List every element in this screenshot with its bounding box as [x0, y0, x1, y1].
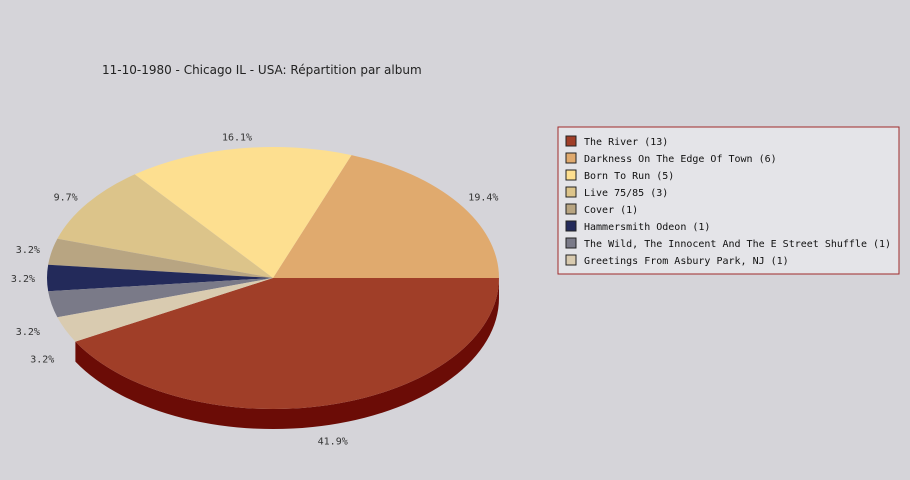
pie-slice-0 — [75, 278, 499, 410]
pie-slice-6 — [48, 278, 274, 318]
pie-slice-1 — [273, 155, 499, 278]
legend-label-6: The Wild, The Innocent And The E Street … — [584, 239, 891, 250]
pie-percent-labels: 41.9% 19.4% 16.1% 9.7% 3.2% 3.2% 3.2% 3.2% — [11, 133, 499, 448]
pie-slice-5 — [46, 264, 274, 292]
pie-slice-4 — [48, 238, 274, 278]
legend-label-1: Darkness On The Edge Of Town (6) — [584, 154, 777, 165]
percent-label-2: 16.1% — [222, 133, 252, 144]
legend-swatch-6 — [565, 237, 577, 249]
legend: The River (13) Darkness On The Edge Of To… — [557, 126, 900, 275]
percent-label-5: 3.2% — [11, 274, 35, 285]
legend-swatch-3 — [565, 186, 577, 198]
pie-side-0 — [75, 278, 499, 430]
pie-slices — [46, 146, 499, 410]
percent-label-0: 41.9% — [318, 436, 348, 447]
pie-slice-3 — [57, 174, 273, 278]
pie-depth — [75, 278, 499, 430]
percent-label-7: 3.2% — [30, 354, 54, 365]
percent-label-3: 9.7% — [54, 192, 78, 203]
legend-swatch-5 — [565, 220, 577, 232]
percent-label-1: 19.4% — [468, 192, 498, 203]
legend-label-4: Cover (1) — [584, 205, 638, 216]
legend-swatch-1 — [565, 152, 577, 164]
legend-box — [557, 126, 900, 275]
legend-label-7: Greetings From Asbury Park, NJ (1) — [584, 256, 789, 267]
legend-swatch-0 — [565, 135, 577, 147]
legend-label-5: Hammersmith Odeon (1) — [584, 222, 710, 233]
legend-label-0: The River (13) — [584, 137, 668, 148]
percent-label-6: 3.2% — [16, 327, 40, 338]
legend-label-3: Live 75/85 (3) — [584, 188, 668, 199]
pie-slice-7 — [57, 278, 273, 342]
legend-swatch-7 — [565, 254, 577, 266]
pie-slice-2 — [134, 146, 352, 278]
legend-swatch-4 — [565, 203, 577, 215]
chart-title: 11-10-1980 - Chicago IL - USA: Répartiti… — [102, 63, 422, 77]
legend-swatch-2 — [565, 169, 577, 181]
legend-label-2: Born To Run (5) — [584, 171, 674, 182]
percent-label-4: 3.2% — [16, 245, 40, 256]
